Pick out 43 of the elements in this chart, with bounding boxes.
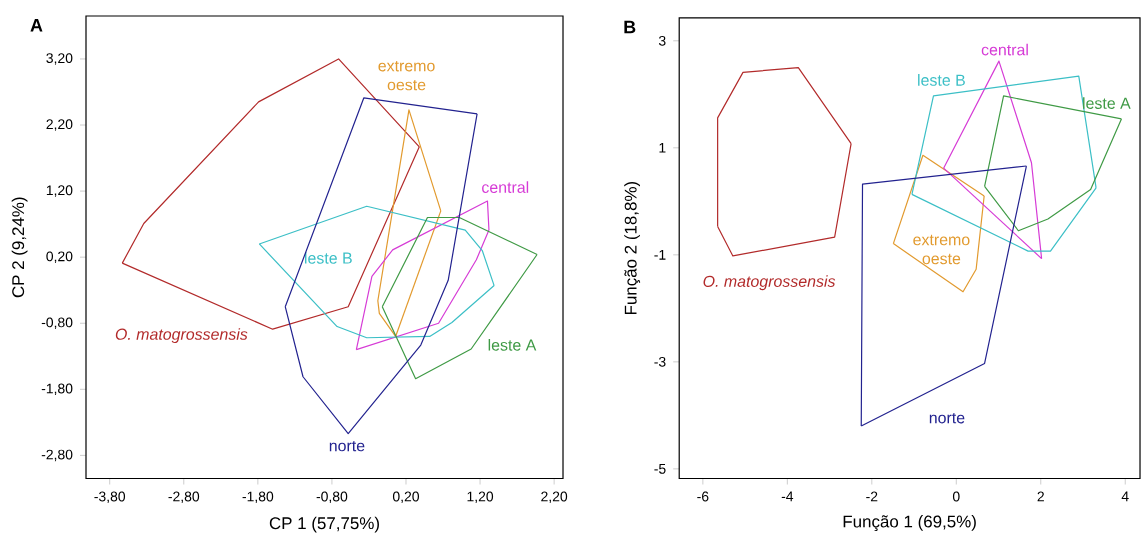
text: O. matogrossensis: [115, 328, 248, 344]
chart-title: B: [624, 20, 636, 34]
y-axis-title: Função 2 (18,8%): [624, 181, 641, 315]
y-tick-label: 3,20: [46, 53, 73, 65]
y-tick-label: -1,80: [41, 383, 73, 396]
x-tick-label: -3,80: [94, 491, 126, 504]
x-axis-title: Função 1 (69,5%): [843, 515, 976, 531]
y-tick-label: -0,80: [41, 317, 73, 329]
series-label: leste B: [305, 252, 352, 264]
x-tick-label: -6: [697, 491, 709, 502]
x-tick-label: -4: [781, 491, 794, 502]
text: norte: [329, 440, 365, 452]
series-label: central: [482, 181, 529, 193]
x-tick-label: 0,20: [392, 491, 420, 504]
text: leste A: [488, 338, 537, 351]
y-tick-label: 3: [658, 35, 666, 46]
x-tick-label: 4: [1121, 491, 1129, 502]
chart-title: A: [30, 19, 43, 32]
x-tick-label: -2: [866, 491, 878, 502]
text: norte: [929, 412, 965, 424]
y-tick-label: 1,20: [46, 185, 73, 197]
y-tick-label: 2,20: [46, 119, 73, 131]
x-tick-label: 2,20: [541, 491, 568, 504]
y-tick-label: -3: [654, 356, 666, 367]
x-tick-label: 1,20: [467, 491, 494, 504]
text: O. matogrossensis: [703, 275, 836, 291]
x-axis-title: CP 1 (57,75%): [269, 516, 379, 533]
series-label: central: [981, 43, 1028, 56]
text: extremo oeste: [378, 60, 435, 91]
y-axis-title: CP 2 (9,24%): [11, 197, 28, 298]
series-label: leste B: [918, 74, 965, 86]
y-tick-label: -1: [654, 250, 666, 260]
y-tick-label: 0,20: [46, 251, 73, 263]
y-tick-label: -2,80: [41, 449, 73, 462]
x-tick-label: -0,80: [316, 491, 348, 504]
y-tick-label: -5: [654, 464, 666, 474]
x-tick-label: 2: [1037, 491, 1044, 502]
series-label: extremo oeste: [913, 234, 970, 265]
x-tick-label: 0: [952, 491, 960, 502]
y-tick-label: 1: [659, 143, 666, 153]
x-tick-label: -2,80: [168, 491, 200, 504]
series-label: leste A: [1083, 97, 1131, 109]
x-tick-label: -1,80: [242, 491, 274, 504]
